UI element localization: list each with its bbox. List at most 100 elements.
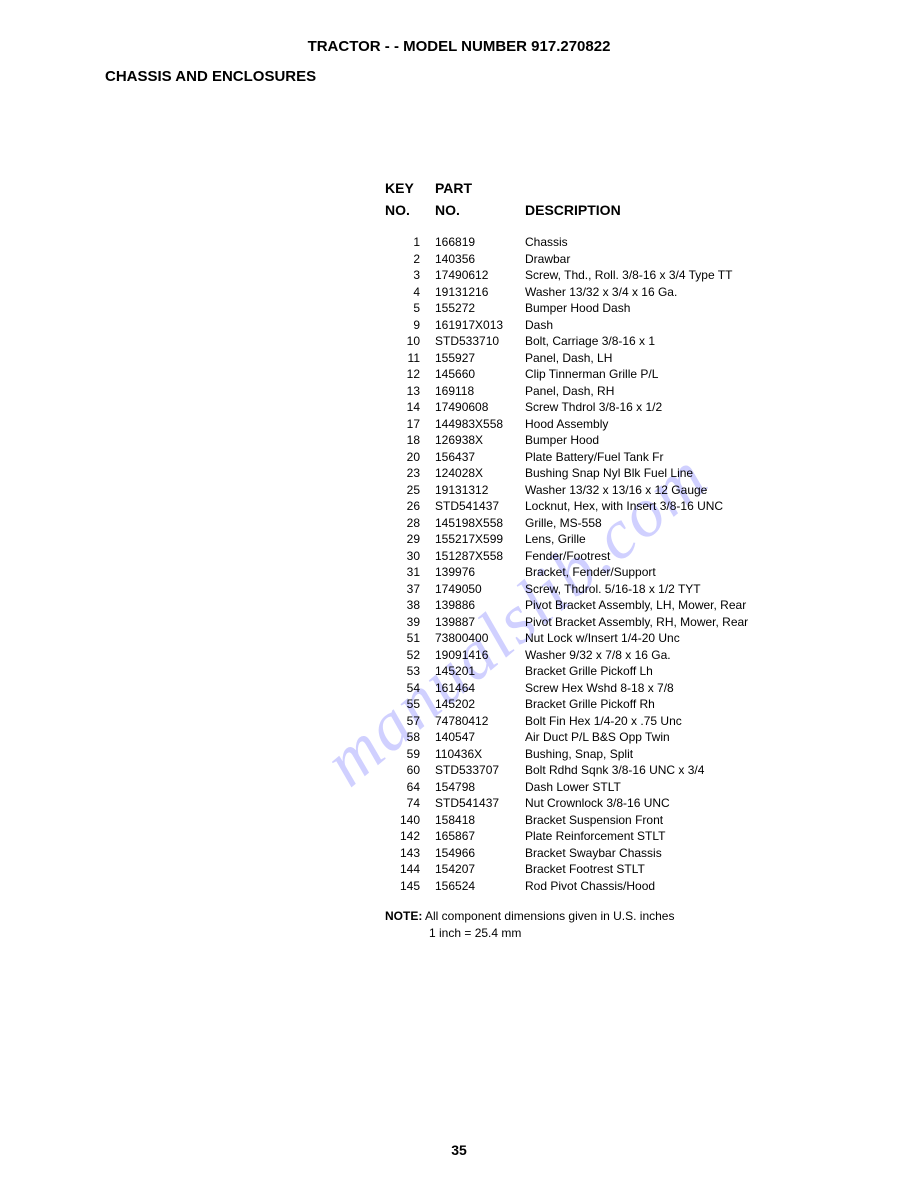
cell-desc: Nut Crownlock 3/8-16 UNC <box>525 795 885 812</box>
table-row: 20156437Plate Battery/Fuel Tank Fr <box>385 449 885 466</box>
page-number: 35 <box>0 1142 918 1158</box>
cell-desc: Nut Lock w/Insert 1/4-20 Unc <box>525 630 885 647</box>
cell-key: 25 <box>385 482 435 499</box>
cell-part: STD541437 <box>435 498 525 515</box>
table-row: 2140356Drawbar <box>385 251 885 268</box>
cell-desc: Pivot Bracket Assembly, RH, Mower, Rear <box>525 614 885 631</box>
cell-key: 17 <box>385 416 435 433</box>
table-row: 9161917X013Dash <box>385 317 885 334</box>
table-row: 12145660Clip Tinnerman Grille P/L <box>385 366 885 383</box>
table-row: 64154798Dash Lower STLT <box>385 779 885 796</box>
cell-key: 58 <box>385 729 435 746</box>
table-row: 5219091416Washer 9/32 x 7/8 x 16 Ga. <box>385 647 885 664</box>
cell-part: STD533710 <box>435 333 525 350</box>
cell-desc: Bumper Hood <box>525 432 885 449</box>
cell-part: 169118 <box>435 383 525 400</box>
cell-key: 31 <box>385 564 435 581</box>
cell-part: 158418 <box>435 812 525 829</box>
table-row: 5173800400Nut Lock w/Insert 1/4-20 Unc <box>385 630 885 647</box>
table-row: 1417490608Screw Thdrol 3/8-16 x 1/2 <box>385 399 885 416</box>
cell-part: 145198X558 <box>435 515 525 532</box>
cell-key: 9 <box>385 317 435 334</box>
cell-desc: Pivot Bracket Assembly, LH, Mower, Rear <box>525 597 885 614</box>
table-row: 26STD541437Locknut, Hex, with Insert 3/8… <box>385 498 885 515</box>
cell-part: 1749050 <box>435 581 525 598</box>
header-desc: DESCRIPTION <box>525 202 885 218</box>
cell-key: 145 <box>385 878 435 895</box>
cell-part: 139976 <box>435 564 525 581</box>
cell-part: 154798 <box>435 779 525 796</box>
cell-desc: Dash <box>525 317 885 334</box>
table-row: 29155217X599Lens, Grille <box>385 531 885 548</box>
cell-part: 144983X558 <box>435 416 525 433</box>
table-row: 60STD533707Bolt Rdhd Sqnk 3/8-16 UNC x 3… <box>385 762 885 779</box>
cell-part: 154207 <box>435 861 525 878</box>
cell-key: 18 <box>385 432 435 449</box>
cell-part: 73800400 <box>435 630 525 647</box>
note-text-1: All component dimensions given in U.S. i… <box>425 909 674 923</box>
cell-part: STD541437 <box>435 795 525 812</box>
cell-part: 110436X <box>435 746 525 763</box>
header-key-2: NO. <box>385 202 435 218</box>
cell-key: 14 <box>385 399 435 416</box>
cell-key: 26 <box>385 498 435 515</box>
cell-desc: Bolt Fin Hex 1/4-20 x .75 Unc <box>525 713 885 730</box>
table-row: 17144983X558Hood Assembly <box>385 416 885 433</box>
table-row: 38139886Pivot Bracket Assembly, LH, Mowe… <box>385 597 885 614</box>
cell-desc: Bracket, Fender/Support <box>525 564 885 581</box>
table-row: 30151287X558Fender/Footrest <box>385 548 885 565</box>
table-header-row2: NO. NO. DESCRIPTION <box>385 202 885 218</box>
cell-key: 53 <box>385 663 435 680</box>
table-row: 28145198X558Grille, MS-558 <box>385 515 885 532</box>
cell-desc: Grille, MS-558 <box>525 515 885 532</box>
cell-part: 156437 <box>435 449 525 466</box>
table-row: 142165867Plate Reinforcement STLT <box>385 828 885 845</box>
table-row: 5774780412Bolt Fin Hex 1/4-20 x .75 Unc <box>385 713 885 730</box>
note-label: NOTE: <box>385 909 422 923</box>
table-header-row1: KEY PART <box>385 180 885 196</box>
cell-key: 52 <box>385 647 435 664</box>
cell-desc: Hood Assembly <box>525 416 885 433</box>
cell-part: 155927 <box>435 350 525 367</box>
cell-key: 37 <box>385 581 435 598</box>
cell-part: 151287X558 <box>435 548 525 565</box>
cell-part: 140547 <box>435 729 525 746</box>
cell-desc: Locknut, Hex, with Insert 3/8-16 UNC <box>525 498 885 515</box>
cell-desc: Bumper Hood Dash <box>525 300 885 317</box>
cell-key: 143 <box>385 845 435 862</box>
cell-desc: Clip Tinnerman Grille P/L <box>525 366 885 383</box>
cell-key: 55 <box>385 696 435 713</box>
cell-desc: Fender/Footrest <box>525 548 885 565</box>
cell-desc: Lens, Grille <box>525 531 885 548</box>
cell-key: 59 <box>385 746 435 763</box>
table-row: 1166819Chassis <box>385 234 885 251</box>
cell-key: 30 <box>385 548 435 565</box>
cell-part: 126938X <box>435 432 525 449</box>
cell-key: 10 <box>385 333 435 350</box>
cell-part: 161464 <box>435 680 525 697</box>
cell-desc: Screw, Thdrol. 5/16-18 x 1/2 TYT <box>525 581 885 598</box>
cell-desc: Bracket Swaybar Chassis <box>525 845 885 862</box>
table-row: 23124028XBushing Snap Nyl Blk Fuel Line <box>385 465 885 482</box>
cell-desc: Rod Pivot Chassis/Hood <box>525 878 885 895</box>
table-row: 371749050Screw, Thdrol. 5/16-18 x 1/2 TY… <box>385 581 885 598</box>
cell-desc: Plate Battery/Fuel Tank Fr <box>525 449 885 466</box>
cell-part: 19131312 <box>435 482 525 499</box>
cell-part: 124028X <box>435 465 525 482</box>
cell-part: 74780412 <box>435 713 525 730</box>
cell-part: 19131216 <box>435 284 525 301</box>
table-row: 55145202Bracket Grille Pickoff Rh <box>385 696 885 713</box>
cell-key: 5 <box>385 300 435 317</box>
note-line2: 1 inch = 25.4 mm <box>385 925 885 942</box>
cell-key: 1 <box>385 234 435 251</box>
table-row: 419131216Washer 13/32 x 3/4 x 16 Ga. <box>385 284 885 301</box>
cell-key: 12 <box>385 366 435 383</box>
cell-key: 11 <box>385 350 435 367</box>
cell-desc: Dash Lower STLT <box>525 779 885 796</box>
table-row: 317490612Screw, Thd., Roll. 3/8-16 x 3/4… <box>385 267 885 284</box>
cell-desc: Washer 13/32 x 3/4 x 16 Ga. <box>525 284 885 301</box>
cell-key: 28 <box>385 515 435 532</box>
cell-key: 144 <box>385 861 435 878</box>
cell-desc: Bushing, Snap, Split <box>525 746 885 763</box>
table-row: 145156524Rod Pivot Chassis/Hood <box>385 878 885 895</box>
